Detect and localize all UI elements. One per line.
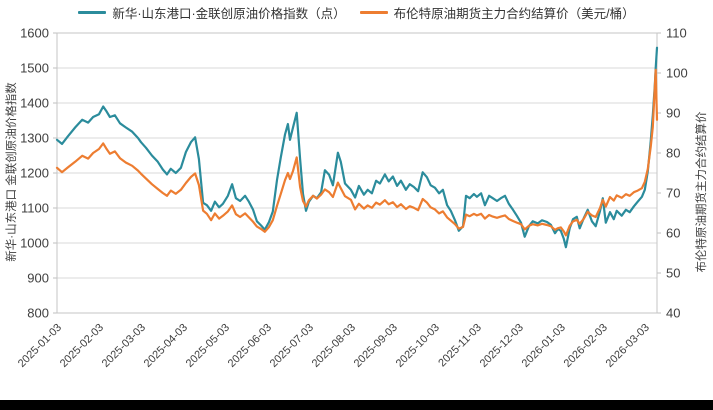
right-axis-tick-label: 70 [666,186,680,201]
x-axis-tick-label: 2026-01-03 [520,322,568,370]
left-axis-tick-label: 1200 [20,166,49,181]
left-axis-tick-label: 1400 [20,96,49,111]
series-line-index [55,46,659,249]
legend-label-brent: 布伦特原油期货主力合约结算价（美元/桶） [393,7,635,21]
right-axis-tick-label: 90 [666,106,680,121]
dual-axis-line-chart: 1600 1500 1400 1300 1200 1100 1000 900 800 110 100… [16,26,688,370]
legend-item-brent: 布伦特原油期货主力合约结算价（美元/桶） [359,3,635,22]
legend-line-swatch-orange [359,11,388,14]
bottom-black-bar [0,400,713,410]
x-axis-tick-label: 2026-03-03 [604,322,652,370]
left-axis-tick-label: 1300 [20,131,49,146]
plot-border [56,32,658,314]
left-axis-tick-label: 800 [27,306,49,321]
right-axis-tick-label: 100 [666,66,688,81]
right-axis-tick-label: 80 [666,146,680,161]
right-axis-tick-label: 110 [666,26,687,41]
x-axis-tick-label: 2025-04-03 [142,322,190,370]
x-axis-tick-label: 2025-10-03 [394,322,442,370]
legend-item-index: 新华·山东港口·金联创原油价格指数（点） [78,3,346,22]
left-axis-tick-label: 1000 [20,236,49,251]
right-axis-tick-label: 40 [666,306,680,321]
left-axis-tick-label: 1100 [21,201,49,216]
x-axis-tick-label: 2025-08-03 [310,322,358,370]
x-axis-tick-label: 2025-09-03 [352,322,400,370]
chart-legend: 新华·山东港口·金联创原油价格指数（点） 布伦特原油期货主力合约结算价（美元/桶… [0,3,713,22]
x-axis-tick-label: 2025-03-03 [100,322,148,370]
x-axis-tick-label: 2025-11-03 [436,322,484,370]
x-axis-tick-label: 2025-05-03 [184,322,232,370]
x-axis-tick-label: 2026-02-03 [562,322,610,370]
right-axis-tick-label: 50 [666,266,680,281]
left-axis-tick-label: 1500 [20,61,49,76]
left-axis-title: 新华·山东港口 金联创原油价格指数 [6,82,18,262]
legend-label-index: 新华·山东港口·金联创原油价格指数（点） [112,7,346,21]
x-axis-tick-label: 2025-02-03 [58,322,106,370]
right-axis-tick-label: 60 [666,226,680,241]
left-axis-tick-label: 1600 [20,26,49,41]
x-axis-tick-label: 2025-01-03 [16,322,64,370]
x-axis-tick-label: 2025-07-03 [268,322,316,370]
left-axis-tick-label: 900 [27,271,49,286]
right-axis-title: 布伦特原油期货主力合约结算价 [696,111,708,273]
legend-line-swatch-teal [78,11,107,14]
series-line-brent [55,68,659,237]
x-axis-tick-label: 2025-06-03 [226,322,274,370]
x-axis-tick-label: 2025-12-03 [478,322,526,370]
